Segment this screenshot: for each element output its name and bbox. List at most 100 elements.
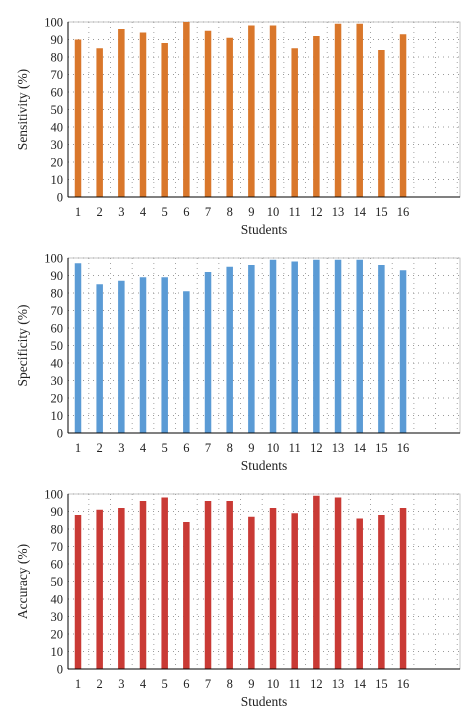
accuracy-chart: Accuracy (%) Students 0 10 20 30 40 50 60 70 80 9… — [15, 488, 461, 709]
specificity-x-tick-label: 5 — [162, 441, 168, 455]
accuracy-y-tick-label: 30 — [51, 610, 64, 624]
sensitivity-bar — [96, 48, 103, 197]
specificity-bar — [74, 263, 82, 433]
accuracy-bar — [226, 501, 233, 669]
accuracy-x-tick-label: 13 — [332, 677, 345, 691]
sensitivity-bar — [183, 22, 190, 197]
accuracy-bar — [74, 515, 82, 669]
specificity-x-tick-label: 4 — [140, 441, 147, 455]
sensitivity-bar — [313, 36, 320, 197]
accuracy-x-tick-label: 7 — [205, 677, 211, 691]
specificity-bar — [356, 259, 363, 433]
specificity-bar — [183, 291, 190, 433]
sensitivity-x-tick-label: 9 — [248, 205, 254, 219]
specificity-y-tick-label: 0 — [57, 427, 63, 441]
specificity-y-tick-label: 100 — [44, 252, 63, 266]
sensitivity-y-tick-label: 90 — [51, 33, 64, 47]
sensitivity-x-tick-label: 2 — [97, 205, 103, 219]
specificity-bar — [118, 280, 125, 433]
accuracy-x-tick-label: 6 — [183, 677, 189, 691]
sensitivity-y-tick-label: 60 — [51, 86, 64, 100]
sensitivity-y-tick-label: 50 — [51, 103, 64, 117]
sensitivity-y-tick-label: 30 — [51, 138, 64, 152]
accuracy-x-axis-title: Students — [241, 694, 288, 709]
specificity-bar — [248, 265, 255, 433]
specificity-x-tick-label: 8 — [227, 441, 233, 455]
sensitivity-y-tick-label: 100 — [44, 16, 63, 30]
accuracy-x-tick-label: 1 — [75, 677, 81, 691]
sensitivity-bar — [378, 50, 385, 197]
sensitivity-x-tick-label: 7 — [205, 205, 211, 219]
specificity-x-tick-label: 2 — [97, 441, 103, 455]
accuracy-y-tick-label: 50 — [51, 575, 64, 589]
sensitivity-x-tick-label: 13 — [332, 205, 345, 219]
sensitivity-bar — [399, 34, 407, 197]
sensitivity-y-tick-label: 10 — [51, 173, 64, 187]
specificity-y-axis-title: Specificity (%) — [15, 304, 30, 386]
accuracy-x-tick-label: 2 — [97, 677, 103, 691]
accuracy-bar — [334, 497, 342, 669]
accuracy-x-tick-label: 11 — [289, 677, 301, 691]
sensitivity-x-tick-label: 8 — [227, 205, 233, 219]
accuracy-x-tick-label: 15 — [375, 677, 388, 691]
specificity-bar — [269, 259, 277, 433]
specificity-bar — [334, 259, 342, 433]
specificity-x-tick-label: 14 — [353, 441, 366, 455]
accuracy-bar — [161, 497, 168, 669]
sensitivity-bar — [291, 48, 298, 197]
specificity-bar — [291, 261, 298, 433]
specificity-y-tick-label: 80 — [51, 287, 64, 301]
specificity-y-tick-label: 50 — [51, 339, 64, 353]
sensitivity-x-tick-label: 11 — [289, 205, 301, 219]
specificity-bar — [161, 277, 168, 433]
sensitivity-bar — [161, 43, 168, 197]
accuracy-bar — [291, 513, 298, 669]
accuracy-x-tick-label: 16 — [397, 677, 410, 691]
sensitivity-bar — [139, 32, 147, 197]
specificity-bar — [399, 270, 407, 433]
specificity-bar — [226, 266, 233, 433]
sensitivity-x-tick-label: 4 — [140, 205, 147, 219]
accuracy-y-axis-title: Accuracy (%) — [15, 544, 30, 619]
specificity-bar — [96, 284, 103, 433]
accuracy-bar — [356, 518, 363, 669]
accuracy-x-tick-label: 4 — [140, 677, 147, 691]
accuracy-y-tick-label: 40 — [51, 593, 64, 607]
specificity-chart: Specificity (%) Students 0 10 20 30 40 50 60 70… — [15, 252, 461, 473]
specificity-x-tick-label: 7 — [205, 441, 211, 455]
accuracy-x-tick-label: 12 — [310, 677, 323, 691]
accuracy-y-tick-label: 20 — [51, 628, 64, 642]
sensitivity-bar — [269, 25, 277, 197]
accuracy-x-tick-label: 14 — [353, 677, 366, 691]
specificity-x-axis-title: Students — [241, 458, 288, 473]
accuracy-bar — [204, 501, 212, 669]
sensitivity-x-tick-label: 12 — [310, 205, 323, 219]
sensitivity-x-axis-title: Students — [241, 222, 288, 237]
sensitivity-x-tick-label: 14 — [353, 205, 366, 219]
specificity-x-tick-label: 16 — [397, 441, 410, 455]
specificity-y-tick-label: 20 — [51, 392, 64, 406]
accuracy-bar — [313, 495, 320, 669]
specificity-x-tick-label: 10 — [267, 441, 280, 455]
sensitivity-x-tick-label: 10 — [267, 205, 280, 219]
accuracy-x-tick-label: 8 — [227, 677, 233, 691]
accuracy-y-tick-label: 80 — [51, 523, 64, 537]
sensitivity-bar — [334, 23, 342, 197]
accuracy-x-tick-label: 10 — [267, 677, 280, 691]
specificity-x-tick-label: 1 — [75, 441, 81, 455]
specificity-x-tick-label: 12 — [310, 441, 323, 455]
specificity-y-tick-label: 60 — [51, 322, 64, 336]
specificity-y-tick-label: 30 — [51, 374, 64, 388]
sensitivity-bar — [248, 25, 255, 197]
sensitivity-y-tick-label: 20 — [51, 156, 64, 170]
sensitivity-y-tick-label: 40 — [51, 121, 64, 135]
sensitivity-bar — [356, 23, 363, 197]
specificity-bar — [378, 265, 385, 433]
sensitivity-y-tick-label: 80 — [51, 51, 64, 65]
sensitivity-bar — [118, 29, 125, 197]
accuracy-y-tick-label: 70 — [51, 540, 64, 554]
specificity-bar — [204, 272, 212, 433]
sensitivity-x-tick-label: 1 — [75, 205, 81, 219]
sensitivity-y-tick-label: 70 — [51, 68, 64, 82]
